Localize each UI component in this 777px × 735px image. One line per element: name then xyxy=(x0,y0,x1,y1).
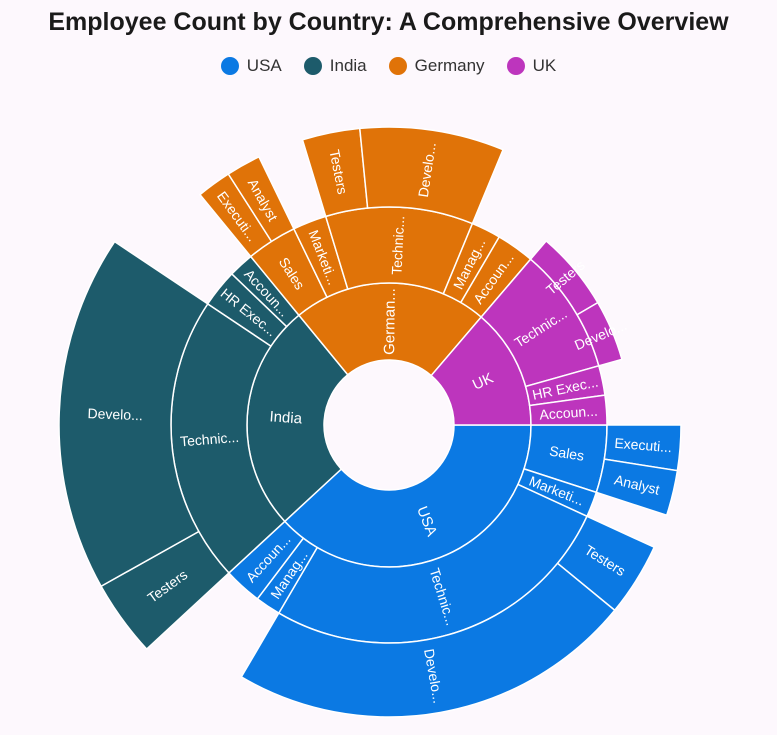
label-usa-sales: Sales xyxy=(548,443,585,464)
legend-label-uk: UK xyxy=(532,56,557,75)
legend-swatch-uk xyxy=(506,57,525,75)
label-india-technical-developers: Develo... xyxy=(87,405,143,423)
chart-title: Employee Count by Country: A Comprehensi… xyxy=(48,8,729,36)
legend-label-india: India xyxy=(329,56,367,75)
legend-swatch-germany xyxy=(388,57,407,75)
label-usa-sales-executive: Executi... xyxy=(614,435,673,455)
segment-germany-technical-developers[interactable] xyxy=(358,126,505,225)
legend-item-uk[interactable]: UK xyxy=(506,56,557,76)
segment-usa-technical-developers[interactable] xyxy=(240,562,616,718)
legend-label-germany: Germany xyxy=(414,56,485,75)
legend-item-germany[interactable]: Germany xyxy=(388,56,485,76)
legend-item-usa[interactable]: USA xyxy=(220,56,282,76)
label-india: India xyxy=(269,408,303,427)
label-germany-technical: Technic... xyxy=(388,215,407,275)
legend: USA India Germany UK xyxy=(0,56,777,76)
legend-swatch-india xyxy=(303,57,322,75)
label-uk-accounts: Accoun... xyxy=(539,403,598,423)
legend-item-india[interactable]: India xyxy=(303,56,367,76)
legend-label-usa: USA xyxy=(246,56,282,75)
segment-uk-accounts[interactable] xyxy=(528,394,608,426)
label-germany: German... xyxy=(381,288,399,355)
segment-india-technical-developers[interactable] xyxy=(58,240,209,588)
legend-swatch-usa xyxy=(220,57,239,75)
label-india-technical: Technic... xyxy=(179,429,239,450)
